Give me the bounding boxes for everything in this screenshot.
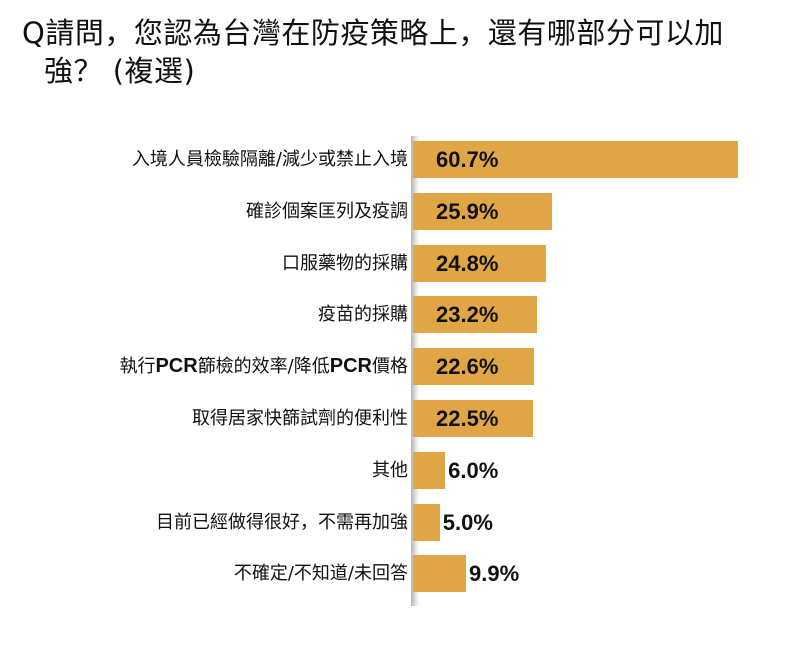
category-label: 入境人員檢驗隔離/減少或禁止入境 [132,141,408,178]
bar-row: 目前已經做得很好，不需再加強 5.0% [0,503,792,541]
category-label-part: 取得居家快篩試劑的便利性 [192,408,408,429]
bar-row: 入境人員檢驗隔離/減少或禁止入境 60.7% [0,141,792,178]
value-label: 23.2% [436,302,499,328]
category-label: 其他 [372,452,408,489]
value-label: 6.0% [448,457,499,483]
bar-row: 不確定/不知道/未回答 9.9% [0,555,792,593]
bar-row: 執行PCR篩檢的效率/降低PCR價格 22.6% [0,348,792,386]
bar-row: 口服藥物的採購 24.8% [0,244,792,282]
chart-title-line-1: Q請問，您認為台灣在防疫策略上，還有哪部分可以加 [22,16,724,50]
bar [413,296,538,334]
category-label: 取得居家快篩試劑的便利性 [192,400,408,437]
value-label: 24.8% [436,250,499,276]
bar [413,244,546,282]
value-label: 9.9% [469,561,520,587]
chart-title: Q請問，您認為台灣在防疫策略上，還有哪部分可以加 強？ (複選) [22,14,782,90]
category-label: 目前已經做得很好，不需再加強 [156,504,408,541]
bar [413,451,446,489]
bar-row: 疫苗的採購 23.2% [0,296,792,334]
category-label-part: 篩檢的效率/降低 [197,356,330,378]
category-label: 不確定/不知道/未回答 [234,555,408,592]
bar-row: 確診個案匡列及疫調 25.9% [0,192,792,230]
category-label: 執行PCR篩檢的效率/降低PCR價格 [119,348,408,385]
bar [413,555,466,593]
value-label: 60.7% [436,147,499,172]
category-label-part: 口服藥物的採購 [282,252,408,274]
category-label-part: 入境人員檢驗隔離/減少或禁止入境 [131,149,408,170]
category-label-part: 執行 [119,356,156,378]
category-label-part: 確診個案匡列及疫調 [246,200,408,222]
category-label-part: PCR [329,355,372,378]
category-label-part: 其他 [372,459,408,481]
bar-row: 取得居家快篩試劑的便利性 22.5% [0,400,792,437]
category-label-part: 目前已經做得很好，不需再加強 [156,511,408,533]
bar [413,400,534,437]
chart-title-line-2: 強？ (複選) [44,54,196,88]
value-label: 22.5% [436,406,499,431]
category-label: 口服藥物的採購 [282,245,408,282]
category-label: 確診個案匡列及疫調 [246,193,408,230]
bar [413,503,440,541]
bar [413,141,738,178]
category-label-part: PCR [155,355,198,378]
bar-row: 其他 6.0% [0,451,792,489]
category-label-part: 不確定/不知道/未回答 [233,563,408,585]
category-label-part: 價格 [372,356,408,378]
value-label: 25.9% [436,198,499,224]
category-label-part: 疫苗的採購 [318,304,408,326]
category-label: 疫苗的採購 [318,296,408,333]
bar [413,348,534,386]
value-label: 22.6% [436,354,499,380]
value-label: 5.0% [442,509,493,535]
bar [413,192,552,230]
